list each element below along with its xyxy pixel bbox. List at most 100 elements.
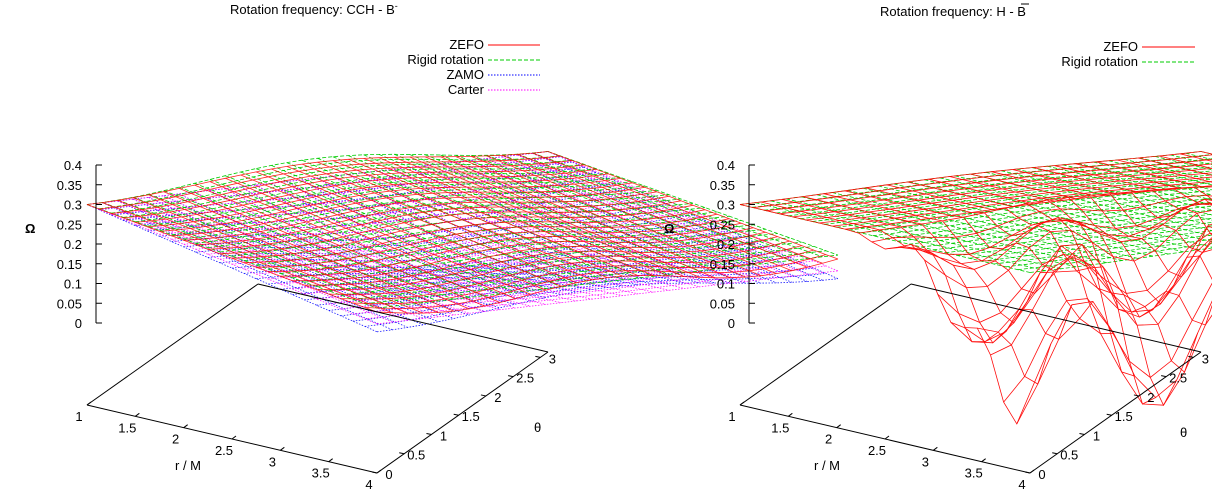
y-tick-mark [1161,375,1167,378]
zefo-surface-line [760,201,1052,385]
zefo-surface-line [183,186,645,241]
y-tick-mark [1188,355,1194,358]
z-tick-label: 0 [728,316,735,331]
zefo-surface-line [1075,163,1212,200]
x-tick-mark [933,446,938,451]
x-tick-mark [981,458,986,463]
y-tick-label: 0.5 [1060,448,1078,463]
rigid-surface-line [352,246,814,300]
zamo-surface-line [111,161,573,216]
rigid-surface-line [231,202,694,257]
zefo-surface-line [1016,314,1212,425]
zefo-surface-line [845,185,1212,230]
zefo-surface-line [832,180,1212,227]
y-tick-label: 1 [1093,428,1100,443]
zamo-surface-line [244,220,706,274]
back-axis-line [910,283,1202,353]
z-tick-label: 0.05 [710,296,735,311]
carter-surface-line [219,205,681,260]
zefo-surface-line [924,210,1212,289]
zefo-surface-line [159,178,621,232]
chart-right-axes: 11.522.533.5400.511.522.530.40.350.30.25… [710,158,1209,492]
rigid-surface-line [286,162,577,286]
zamo-surface-line [147,177,609,232]
zefo-surface-line [1117,159,1212,183]
zefo-surface-line [781,199,1073,344]
z-tick-label: 0.35 [710,178,735,193]
zefo-surface-line [871,195,1212,243]
zefo-surface-line [1096,161,1212,188]
zefo-surface-line [195,191,657,246]
rigid-surface-line [171,181,633,236]
zefo-surface-line [819,176,1212,224]
rigid-surface-line [183,185,645,240]
x-tick-label: 2 [825,432,832,447]
zefo-surface-line [739,151,1202,205]
z-tick-label: 0.2 [717,237,735,252]
x-tick-label: 3.5 [965,466,983,481]
zefo-surface-line [99,155,561,210]
y-tick-mark [1133,394,1140,397]
rigid-surface-line [132,196,424,304]
back-axis-line [86,283,259,406]
zefo-surface-line [231,204,694,259]
rigid-surface-line [812,174,1212,222]
zefo-surface-line [147,173,609,228]
rigid-surface-line [786,198,1077,268]
legend-label: ZAMO [446,67,484,82]
x-tick-mark [231,435,237,440]
rigid-surface-line [328,237,790,292]
zefo-surface-line [977,223,1212,333]
y-tick-label: 2 [1147,390,1154,405]
zefo-surface-line [268,218,730,273]
y-tick-mark [1106,413,1112,416]
carter-surface-line [99,156,561,210]
chart-right: Rotation frequency: H - B Ω r / M θ 1 1.5… [664,3,1212,492]
z-tick-label: 0.3 [717,198,735,213]
zamo-surface-line [317,177,608,288]
rigid-surface-line [471,155,762,265]
zamo-surface-line [280,235,742,290]
x-tick-mark [836,424,841,429]
zefo-surface-line [292,227,754,281]
zefo-surface-line [779,163,1212,215]
rigid-surface-line [1078,163,1212,196]
carter-surface-line [340,255,802,310]
carter-surface-line [286,181,577,302]
carter-surface-line [159,180,621,235]
carter-surface-line [183,190,645,245]
rigid-surface-line [240,171,531,291]
rigid-surface-line [244,207,706,261]
legend-label: Rigid rotation [407,52,484,67]
rigid-surface-line [776,162,1212,214]
rigid-surface-line [304,228,766,283]
y-tick-mark [480,394,487,397]
zefo-surface-line [328,240,790,295]
x-tick-label: 3 [269,454,276,469]
chart-right-xlabel: r / M [814,458,840,473]
zefo-surface-line [207,195,669,250]
x-tick-label: 3.5 [312,466,330,481]
zefo-surface-line [1138,157,1212,176]
zefo-surface-line [937,232,1212,323]
rigid-surface-line [1001,170,1212,221]
zamo-surface-line [340,262,802,317]
zefo-surface-line [316,236,778,291]
x-tick-label: 1.5 [771,420,789,435]
y-tick-label: 1 [440,428,447,443]
zefo-surface-line [352,249,814,305]
zefo-surface-line [547,151,839,260]
chart-left-zlabel: Ω [25,221,35,236]
x-tick-label: 1 [728,409,735,424]
chart-right-ylabel: θ [1180,425,1187,440]
zefo-surface-line [280,222,742,277]
y-tick-mark [1079,432,1085,435]
zamo-surface-line [219,209,681,264]
x-tick-mark [135,412,140,417]
y-tick-mark [453,413,459,416]
x-tick-mark [328,458,333,463]
y-tick-label: 2 [494,390,501,405]
zamo-surface-line [268,230,730,285]
rigid-surface-line [893,183,1184,253]
chart-right-surfaces [739,151,1212,425]
